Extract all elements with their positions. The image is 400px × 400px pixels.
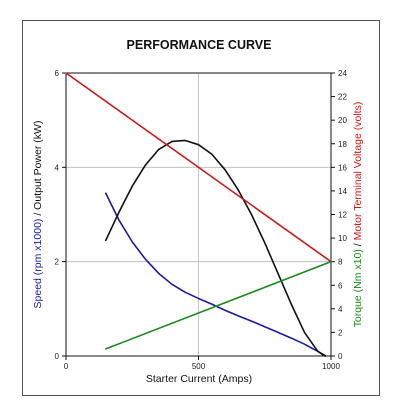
left-tick-label: 4 — [55, 163, 60, 172]
right-tick-label: 14 — [338, 187, 347, 196]
right-tick-label: 22 — [338, 93, 347, 102]
series-line-output_power — [104, 139, 327, 357]
left-tick-label: 2 — [55, 258, 60, 267]
axis-label-part: Torque (Nm x10) — [352, 249, 364, 327]
right-tick-label: 24 — [338, 69, 347, 78]
right-axis-label: Torque (Nm x10) / Motor Terminal Voltage… — [352, 102, 364, 328]
axis-label-part: / — [32, 210, 44, 219]
right-tick-label: 8 — [338, 258, 343, 267]
right-tick-label: 20 — [338, 116, 347, 125]
right-tick-label: 12 — [338, 211, 347, 220]
x-tick-label: 500 — [192, 362, 206, 371]
right-tick-label: 2 — [338, 328, 343, 337]
series-line-motor_terminal_voltage — [65, 72, 332, 263]
series-lines — [65, 72, 332, 357]
right-tick-label: 10 — [338, 234, 347, 243]
left-axis-label: Speed (rpm x1000) / Output Power (kW) — [32, 121, 44, 309]
x-tick-label: 1000 — [322, 362, 340, 371]
right-tick-label: 6 — [338, 281, 343, 290]
right-tick-label: 4 — [338, 305, 343, 314]
axis-label-part: / — [352, 240, 364, 249]
axis-label-part: Output Power (kW) — [32, 121, 44, 210]
left-tick-label: 0 — [55, 352, 60, 361]
x-axis-ticks: 0 500 1000 — [64, 356, 340, 371]
left-tick-label: 6 — [55, 69, 60, 78]
series-line-speed — [104, 192, 326, 357]
left-axis-ticks: 0 2 4 6 — [55, 69, 66, 361]
x-axis-label: Starter Current (Amps) — [146, 373, 252, 385]
chart-title: PERFORMANCE CURVE — [127, 38, 272, 52]
axis-label-part: Speed (rpm x1000) — [32, 219, 44, 309]
series-line-torque — [104, 260, 332, 350]
right-tick-label: 16 — [338, 163, 347, 172]
x-tick-label: 0 — [64, 362, 69, 371]
right-tick-label: 18 — [338, 140, 347, 149]
axis-label-part: Motor Terminal Voltage (volts) — [352, 102, 364, 241]
right-tick-label: 0 — [338, 352, 343, 361]
